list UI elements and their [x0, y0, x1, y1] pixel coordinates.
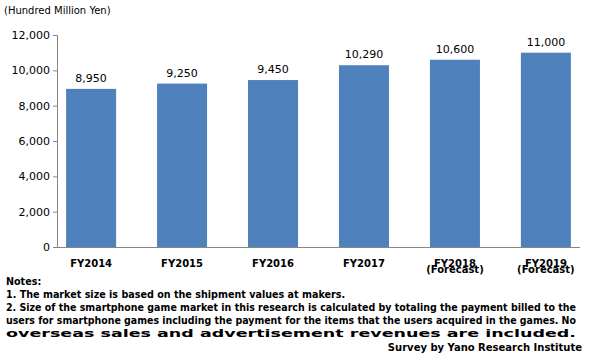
x-tick-label: FY2015 [161, 258, 203, 269]
y-tick-mark [53, 247, 57, 248]
y-tick-label: 6,000 [19, 135, 51, 148]
note-line: 1. The market size is based on the shipm… [6, 289, 345, 300]
y-tick: 4,000 [19, 170, 58, 183]
y-tick-label: 2,000 [19, 206, 51, 219]
x-tick: FY2017 [343, 247, 385, 269]
data-labels: 8,950 9,250 9,450 10,290 10,600 11,000 [75, 36, 565, 85]
x-axis: FY2014 FY2015 FY2016 FY2017 FY2018(Forecast)… [57, 247, 580, 275]
note-line: 2. Size of the smartphone game market in… [6, 302, 576, 313]
bar [66, 89, 116, 247]
x-tick-label-line: FY2014 [70, 258, 112, 269]
y-tick: 0 [43, 241, 57, 254]
x-tick: FY2019(Forecast) [517, 247, 575, 275]
x-tick-label: FY2016 [252, 258, 294, 269]
x-tick-label: FY2018(Forecast) [426, 258, 484, 275]
y-tick-label: 10,000 [12, 64, 51, 77]
y-tick: 12,000 [12, 29, 58, 42]
data-label: 11,000 [527, 36, 566, 49]
data-label: 10,290 [345, 48, 384, 61]
bar [430, 60, 480, 247]
x-tick-label-line: FY2015 [161, 258, 203, 269]
x-tick-label-line: (Forecast) [517, 264, 575, 275]
source: Survey by Yano Research Institute [388, 342, 582, 353]
bar [521, 53, 571, 247]
data-label: 9,250 [166, 67, 198, 80]
y-tick-label: 4,000 [19, 170, 51, 183]
x-tick: FY2018(Forecast) [426, 247, 484, 275]
y-axis: 0 2,000 4,000 6,000 8,000 10,000 12,000 [12, 29, 58, 254]
y-tick-mark [53, 212, 57, 213]
y-tick-label: 12,000 [12, 29, 51, 42]
data-label: 8,950 [75, 72, 107, 85]
y-tick-mark [53, 106, 57, 107]
y-tick-mark [53, 35, 57, 36]
y-axis-title: (Hundred Million Yen) [4, 5, 111, 16]
y-tick: 2,000 [19, 206, 58, 219]
x-tick-label: FY2017 [343, 258, 385, 269]
y-tick-label: 8,000 [19, 100, 51, 113]
x-tick-label: FY2019(Forecast) [517, 258, 575, 275]
y-tick: 8,000 [19, 100, 58, 113]
x-tick: FY2015 [161, 247, 203, 269]
bar [157, 84, 207, 247]
x-tick-label-line: FY2017 [343, 258, 385, 269]
note-line: users for smartphone games including the… [6, 315, 576, 326]
y-axis-line [53, 36, 58, 248]
y-tick-label: 0 [43, 241, 50, 254]
note-line: Notes: [6, 276, 41, 287]
chart: 02,0004,0006,0008,00010,00012,000FY2014F… [0, 0, 593, 356]
bars [66, 53, 571, 247]
y-tick-mark [53, 70, 57, 71]
x-tick-label-line: FY2016 [252, 258, 294, 269]
y-tick-mark [53, 141, 57, 142]
y-tick: 6,000 [19, 135, 58, 148]
note-line: overseas sales and advertisement revenue… [6, 328, 576, 339]
x-tick: FY2016 [252, 247, 294, 269]
bar [339, 65, 389, 247]
x-tick-label-line: (Forecast) [426, 264, 484, 275]
data-label: 9,450 [257, 63, 289, 76]
data-label: 10,600 [436, 43, 475, 56]
x-tick: FY2014 [70, 247, 112, 269]
x-axis-line [57, 247, 580, 248]
y-tick: 10,000 [12, 64, 58, 77]
x-tick-label: FY2014 [70, 258, 112, 269]
y-tick-mark [53, 176, 57, 177]
bar [248, 80, 298, 247]
notes: Notes: 1. The market size is based on the… [6, 276, 576, 339]
